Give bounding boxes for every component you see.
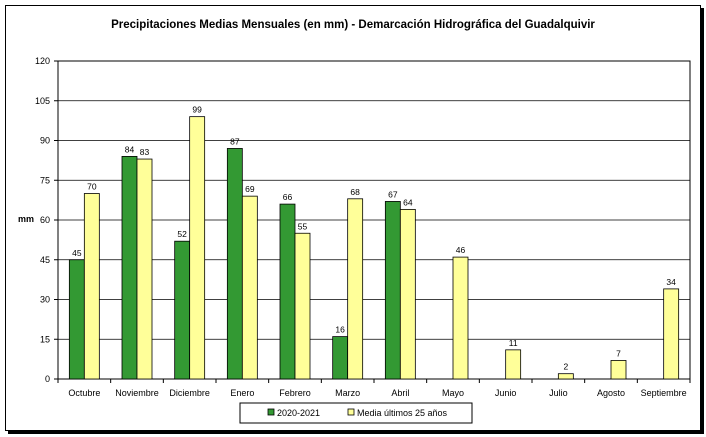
x-tick-label: Abril — [391, 388, 409, 398]
bar — [610, 360, 627, 380]
data-label: 45 — [72, 248, 82, 258]
bar — [452, 256, 469, 380]
bar — [294, 232, 311, 380]
y-tick-label: 105 — [35, 96, 50, 106]
data-label: 99 — [192, 105, 202, 115]
bar — [68, 259, 85, 380]
data-label: 2 — [563, 362, 568, 372]
x-tick-label: Junio — [495, 388, 517, 398]
bar — [384, 201, 401, 380]
y-tick-label: 30 — [40, 295, 50, 305]
bar — [226, 148, 243, 380]
data-label: 87 — [230, 136, 240, 146]
gridlines — [57, 60, 691, 380]
data-label: 84 — [125, 144, 135, 154]
bar — [557, 373, 574, 380]
data-label: 64 — [403, 197, 413, 207]
data-label: 16 — [335, 325, 345, 335]
data-label: 68 — [350, 187, 360, 197]
chart-title: Precipitaciones Medias Mensuales (en mm)… — [111, 19, 595, 31]
x-tick-label: Mayo — [442, 388, 464, 398]
y-tick-label: 120 — [35, 56, 50, 66]
x-tick-label: Julio — [549, 388, 568, 398]
x-tick-label: Enero — [230, 388, 254, 398]
x-tick-label: Octubre — [68, 388, 100, 398]
data-label: 66 — [283, 192, 293, 202]
data-label: 67 — [388, 189, 398, 199]
legend-swatch-2020-2021 — [267, 408, 275, 416]
legend-label-media: Media últimos 25 años — [357, 408, 448, 418]
bar — [189, 116, 206, 380]
axes: 0 15 30 45 60 75 90 105 120 Octubre Noviembre Dicie… — [35, 56, 691, 398]
legend-box — [239, 402, 473, 424]
x-tick-label: Septiembre — [641, 388, 687, 398]
y-axis-label: mm — [18, 214, 34, 224]
bar — [399, 208, 416, 380]
data-label: 7 — [616, 348, 621, 358]
bar — [174, 240, 191, 380]
y-tick-label: 60 — [40, 215, 50, 225]
y-tick-label: 15 — [40, 334, 50, 344]
bars — [68, 116, 680, 380]
y-tick-label: 0 — [45, 374, 50, 384]
data-label: 83 — [140, 147, 150, 157]
data-label: 52 — [177, 229, 187, 239]
data-label: 34 — [666, 277, 676, 287]
data-label: 70 — [87, 182, 97, 192]
bar — [505, 349, 522, 380]
data-label: 11 — [509, 338, 518, 348]
x-tick-label: Agosto — [597, 388, 625, 398]
legend-label-2020-2021: 2020-2021 — [277, 408, 320, 418]
data-label: 46 — [456, 245, 466, 255]
bar — [121, 155, 138, 380]
bar — [332, 336, 349, 380]
bar — [663, 288, 680, 380]
y-tick-label: 75 — [40, 175, 50, 185]
y-tick-label: 90 — [40, 136, 50, 146]
bar — [83, 193, 100, 380]
legend-swatch-media — [347, 408, 355, 416]
bar — [347, 198, 364, 380]
x-tick-label: Noviembre — [115, 388, 159, 398]
x-tick-label: Marzo — [335, 388, 360, 398]
y-tick-label: 45 — [40, 255, 50, 265]
data-label: 55 — [298, 221, 308, 231]
x-tick-label: Febrero — [279, 388, 311, 398]
bar — [241, 195, 258, 380]
data-labels: 45 84 52 87 66 16 67 70 83 99 69 55 68 64 46 11 2 7 34 — [72, 105, 676, 372]
x-tick-label: Diciembre — [169, 388, 210, 398]
data-label: 69 — [245, 184, 255, 194]
bar — [136, 158, 153, 380]
legend: 2020-2021 Media últimos 25 años — [239, 402, 473, 424]
bar — [279, 203, 296, 380]
